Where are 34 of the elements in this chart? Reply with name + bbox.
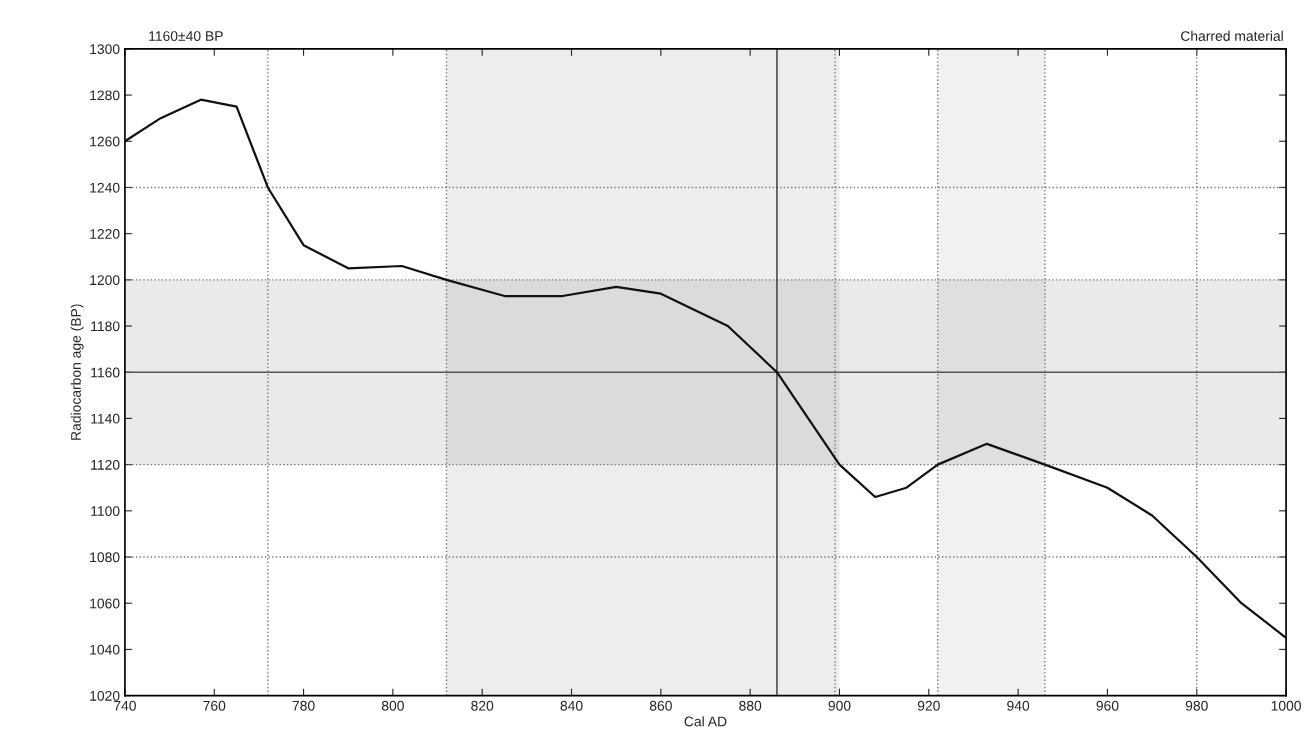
x-tick-label: 900	[828, 700, 851, 711]
x-tick-label: 740	[114, 700, 136, 711]
x-tick-label: 840	[560, 700, 583, 711]
x-tick-label: 940	[1007, 700, 1030, 711]
line-series	[124, 98, 1287, 639]
y-tick-label: 1180	[91, 321, 120, 332]
y-tick-label: 1220	[90, 228, 120, 239]
x-tick-label: 800	[381, 700, 404, 711]
x-tick-label: 760	[203, 700, 226, 711]
x-tick-label: 960	[1096, 700, 1119, 711]
y-axis-title: Radiocarbon age (BP)	[70, 304, 84, 440]
y-tick-label: 1140	[91, 413, 120, 424]
y-tick-label: 1200	[90, 275, 120, 286]
y-tick-label: 1080	[90, 552, 120, 563]
x-tick-label: 820	[471, 700, 494, 711]
y-tick-label: 1300	[90, 44, 120, 55]
y-tick-label: 1120	[91, 459, 120, 470]
x-tick-label: 780	[292, 700, 315, 711]
y-tick-label: 1100	[91, 506, 120, 516]
x-axis-title: Cal AD	[684, 716, 727, 727]
x-tick-label: 880	[739, 700, 762, 711]
text: Charred material	[1181, 30, 1283, 41]
text: 1160±40 BP	[149, 31, 223, 41]
y-tick-label: 1260	[90, 136, 120, 147]
x-tick-label: 920	[917, 700, 940, 711]
y-tick-label: 1020	[90, 690, 120, 701]
y-tick-label: 1240	[90, 182, 120, 193]
y-tick-label: 1160	[91, 367, 120, 378]
y-tick-label: 1060	[90, 598, 120, 609]
x-tick-label: 1000	[1271, 700, 1301, 711]
x-tick-label: 860	[649, 700, 672, 711]
y-tick-label: 1280	[90, 90, 120, 101]
x-tick-label: 980	[1185, 700, 1208, 711]
y-tick-label: 1040	[90, 644, 120, 655]
